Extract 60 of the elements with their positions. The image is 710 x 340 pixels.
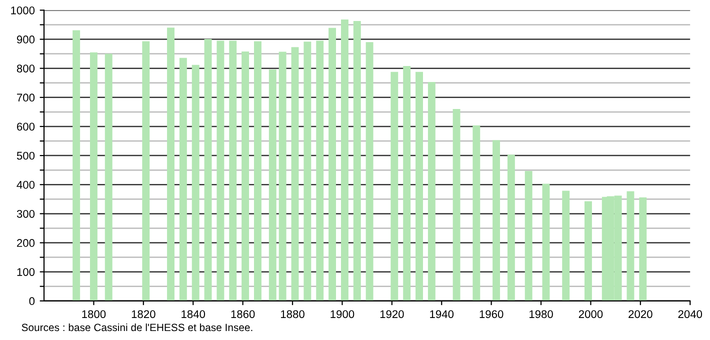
bar — [142, 41, 150, 301]
y-tick-label: 800 — [16, 64, 35, 72]
x-tick-label: 1980 — [530, 310, 553, 318]
bar — [562, 190, 570, 301]
bar — [104, 54, 112, 301]
y-tick-label: 400 — [16, 180, 35, 189]
bar — [366, 42, 374, 301]
y-tick-label: 700 — [17, 94, 35, 102]
bar — [90, 52, 98, 301]
y-tick-label: 500 — [16, 152, 35, 160]
bar — [204, 38, 212, 301]
bar — [584, 201, 592, 301]
bar — [229, 40, 237, 301]
bar — [507, 154, 515, 301]
x-tick-label: 1900 — [330, 310, 354, 318]
x-tick-label: 2000 — [578, 310, 603, 318]
x-tick-label: 1800 — [82, 310, 106, 318]
bar — [353, 20, 361, 301]
x-tick-label: 1920 — [380, 310, 404, 318]
y-tick-label: 900 — [16, 36, 35, 44]
y-tick-label: 200 — [17, 239, 35, 247]
bar — [278, 52, 286, 301]
x-tick-label: 1960 — [480, 310, 504, 318]
source-note: Sources : base Cassini de l'EHESS et base Insee. — [22, 323, 252, 332]
bar — [452, 109, 460, 301]
x-tick-label: 1880 — [281, 310, 304, 318]
x-tick-label: 2020 — [628, 310, 652, 318]
bar — [428, 82, 436, 301]
y-tick-label: 0 — [29, 297, 35, 306]
bar — [403, 66, 411, 301]
x-tick-label: 1840 — [182, 310, 206, 318]
bar — [626, 191, 634, 301]
bar — [524, 170, 532, 301]
x-tick-label: 2040 — [678, 310, 702, 318]
x-tick-label: 1860 — [231, 310, 255, 318]
y-tick-label: 1000 — [11, 6, 35, 14]
bar — [316, 40, 324, 301]
bar — [72, 30, 80, 301]
bar — [340, 20, 348, 301]
bar — [472, 125, 480, 301]
bar — [492, 140, 500, 301]
bar — [268, 70, 276, 301]
bar — [328, 28, 336, 301]
bar — [291, 47, 299, 301]
bar — [416, 72, 423, 301]
bar — [216, 40, 224, 301]
bar — [167, 28, 174, 301]
bar — [304, 42, 312, 301]
y-tick-label: 100 — [17, 268, 35, 276]
bar — [390, 72, 398, 301]
x-tick-label: 1940 — [430, 310, 454, 318]
y-tick-label: 600 — [17, 122, 35, 131]
bar — [192, 64, 200, 301]
bar — [242, 51, 250, 301]
x-tick-label: 1820 — [132, 310, 156, 318]
bar — [542, 184, 550, 301]
bar — [254, 41, 262, 301]
bar — [639, 197, 647, 301]
y-tick-label: 300 — [16, 210, 35, 218]
bar — [179, 58, 187, 301]
